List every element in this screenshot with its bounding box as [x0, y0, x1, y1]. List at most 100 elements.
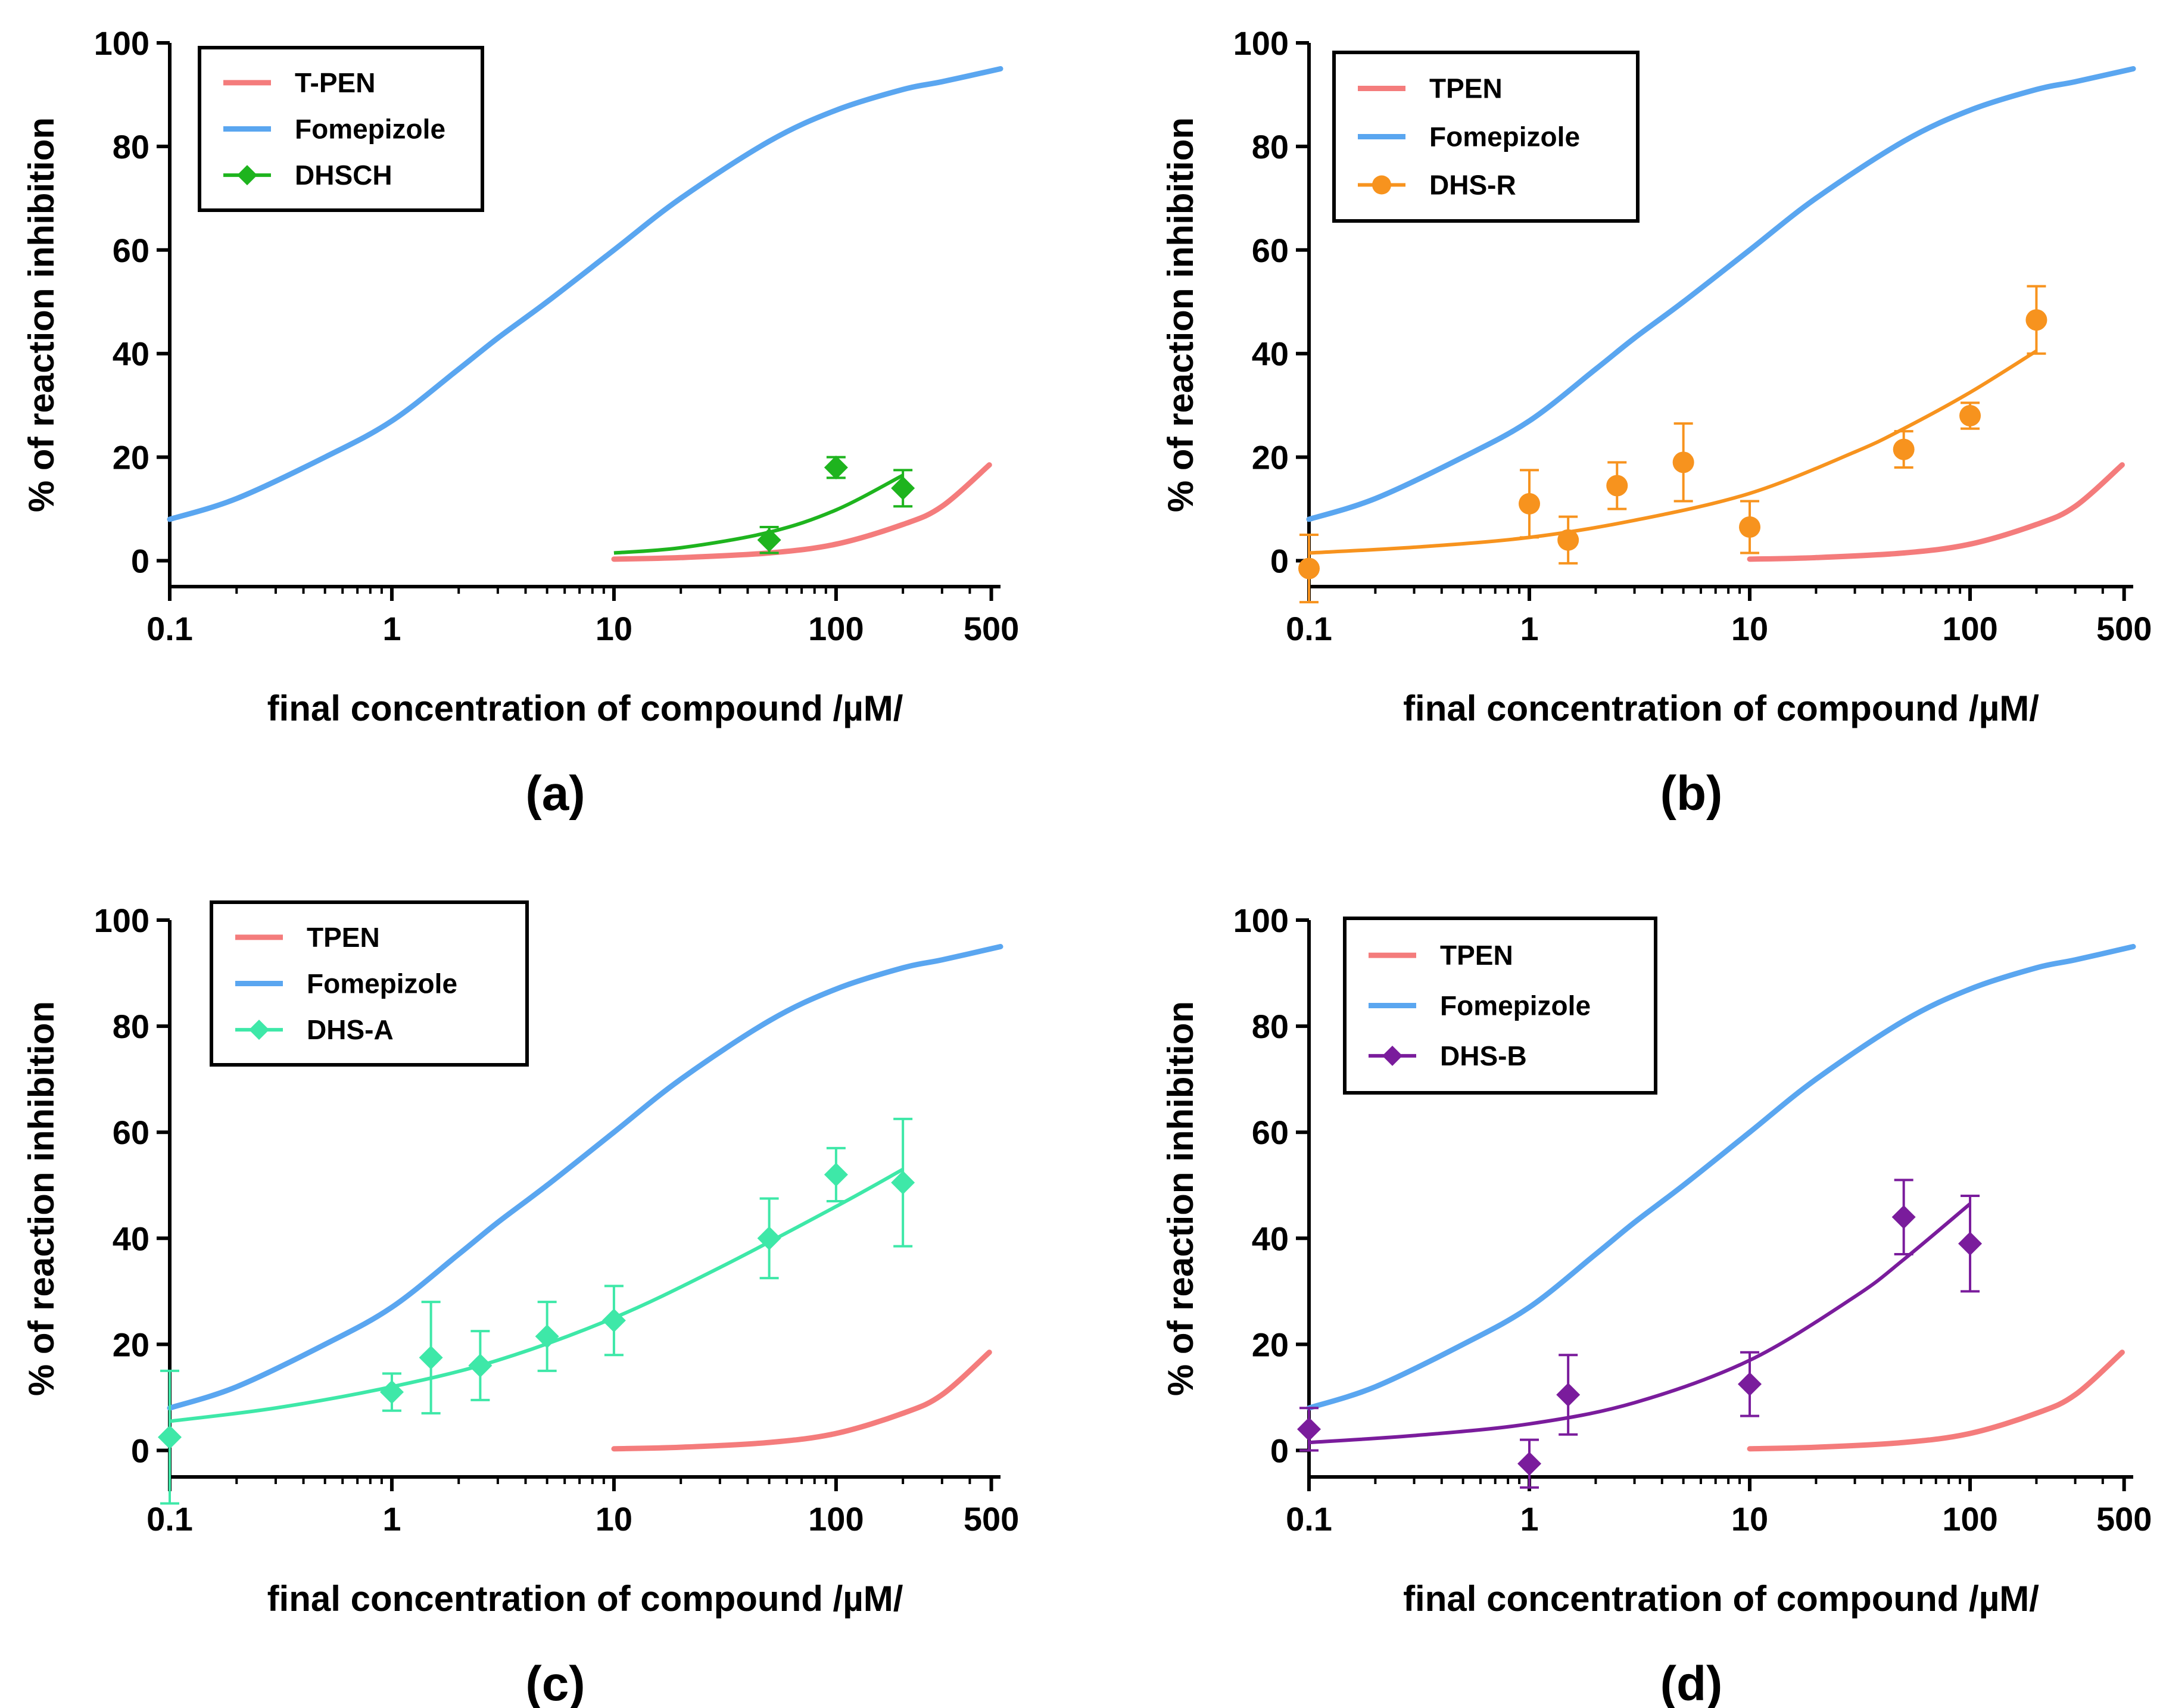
legend-entry-label: Fomepizole [1429, 121, 1580, 152]
series-line [1747, 462, 2125, 562]
x-tick-label: 10 [1731, 1500, 1768, 1538]
data-point [1556, 1382, 1581, 1407]
x-tick-label: 500 [2096, 1500, 2152, 1538]
series-dhs-b [1297, 1179, 1983, 1489]
data-point [2025, 309, 2047, 331]
y-tick-label: 40 [1252, 335, 1289, 373]
y-tick-label: 60 [113, 1114, 149, 1151]
x-axis-label: final concentration of compound /µM/ [267, 1579, 903, 1619]
data-point [1557, 529, 1579, 551]
legend-entry-label: TPEN [1440, 940, 1513, 971]
legend-entry-label: DHS-R [1429, 170, 1516, 201]
x-tick-label: 0.1 [147, 610, 193, 647]
y-tick-label: 60 [1252, 1114, 1289, 1151]
x-tick-label: 100 [808, 1500, 864, 1538]
y-tick-label: 80 [113, 1008, 149, 1045]
data-point [158, 1425, 182, 1450]
x-tick-label: 1 [382, 1500, 401, 1538]
panel-b: 0 20 40 60 80 100 0.1 1 10 100 500 final concentrat… [1161, 24, 2152, 821]
x-tick-label: 500 [2096, 610, 2152, 647]
legend-marker [1382, 1045, 1402, 1066]
data-point [1606, 475, 1628, 497]
x-tick-label: 10 [1731, 610, 1768, 647]
y-tick-label: 60 [113, 232, 149, 269]
series-line [167, 944, 1003, 1411]
legend: T-PEN Fomepizole DHSCH [198, 46, 484, 212]
data-point [757, 1226, 781, 1251]
x-tick-label: 1 [1520, 1500, 1538, 1538]
data-point [535, 1324, 559, 1349]
y-tick-label: 100 [94, 24, 149, 62]
x-tick-label: 100 [1942, 610, 1997, 647]
data-point [1738, 1372, 1762, 1397]
y-tick-label: 100 [1233, 24, 1289, 62]
data-point [891, 476, 915, 500]
data-point [1958, 1232, 1983, 1256]
y-tick-label: 80 [113, 128, 149, 166]
series-line [1747, 1349, 2125, 1452]
data-point [379, 1380, 404, 1404]
legend-entry-label: TPEN [307, 922, 380, 953]
legend: TPEN Fomepizole DHS-B [1343, 917, 1657, 1095]
y-tick-label: 60 [1252, 232, 1289, 269]
y-tick-label: 20 [1252, 1326, 1289, 1363]
series-dhs-r [1298, 285, 2047, 604]
data-point [1959, 405, 1981, 427]
legend-entry-label: Fomepizole [295, 114, 445, 145]
legend-entry-label: Fomepizole [1440, 990, 1591, 1021]
series-line [1306, 66, 2136, 522]
panel-label: (b) [1660, 766, 1723, 821]
x-tick-label: 0.1 [1286, 610, 1332, 647]
series-line [1306, 944, 2136, 1411]
x-axis-label: final concentration of compound /µM/ [1403, 688, 2039, 728]
data-point [1297, 1417, 1321, 1441]
series-line [611, 1349, 992, 1452]
data-point [1298, 557, 1320, 579]
y-tick-label: 0 [131, 1432, 149, 1469]
series-fomepizole [167, 66, 1003, 522]
series-tpen [1747, 1349, 2125, 1452]
y-tick-label: 80 [1252, 128, 1289, 166]
y-tick-label: 40 [113, 1220, 149, 1257]
legend-entry-label: T-PEN [295, 67, 375, 98]
fit-line [613, 473, 904, 555]
legend-marker [237, 165, 257, 186]
fit-line [1308, 349, 2038, 555]
x-tick-label: 100 [808, 610, 864, 647]
series-line [611, 462, 992, 562]
data-point [757, 528, 781, 552]
legend-entry-label: Fomepizole [307, 968, 457, 999]
legend-entry-label: DHS-A [307, 1014, 394, 1045]
y-tick-label: 20 [113, 1326, 149, 1363]
data-point [1672, 451, 1694, 473]
series-t-pen [611, 462, 992, 562]
panel-label: (d) [1660, 1657, 1723, 1708]
y-tick-label: 80 [1252, 1008, 1289, 1045]
y-axis-label: % of reaction inhibition [1161, 117, 1201, 512]
y-tick-label: 0 [131, 543, 149, 580]
y-axis-label: % of reaction inhibition [21, 1001, 61, 1396]
legend-marker [249, 1020, 269, 1040]
legend-entry-label: TPEN [1429, 73, 1503, 104]
data-point [419, 1345, 443, 1370]
y-tick-label: 0 [1270, 1432, 1289, 1469]
x-tick-label: 500 [964, 1500, 1019, 1538]
panel-c: 0 20 40 60 80 100 0.1 1 10 100 500 final concentrat… [21, 900, 1019, 1708]
data-point [824, 1162, 848, 1187]
x-axis-label: final concentration of compound /µM/ [267, 688, 903, 728]
series-tpen [611, 1349, 992, 1452]
x-tick-label: 1 [1520, 610, 1538, 647]
y-tick-label: 100 [1233, 902, 1289, 939]
x-tick-label: 100 [1942, 1500, 1997, 1538]
fit-line [169, 1167, 904, 1423]
x-tick-label: 1 [382, 610, 401, 647]
x-tick-label: 0.1 [147, 1500, 193, 1538]
y-tick-label: 20 [113, 439, 149, 476]
series-line [167, 66, 1003, 522]
x-tick-label: 10 [596, 1500, 632, 1538]
data-point [468, 1354, 493, 1377]
y-tick-label: 20 [1252, 439, 1289, 476]
legend-entry-label: DHSCH [295, 160, 392, 191]
legend-marker [1372, 175, 1391, 195]
